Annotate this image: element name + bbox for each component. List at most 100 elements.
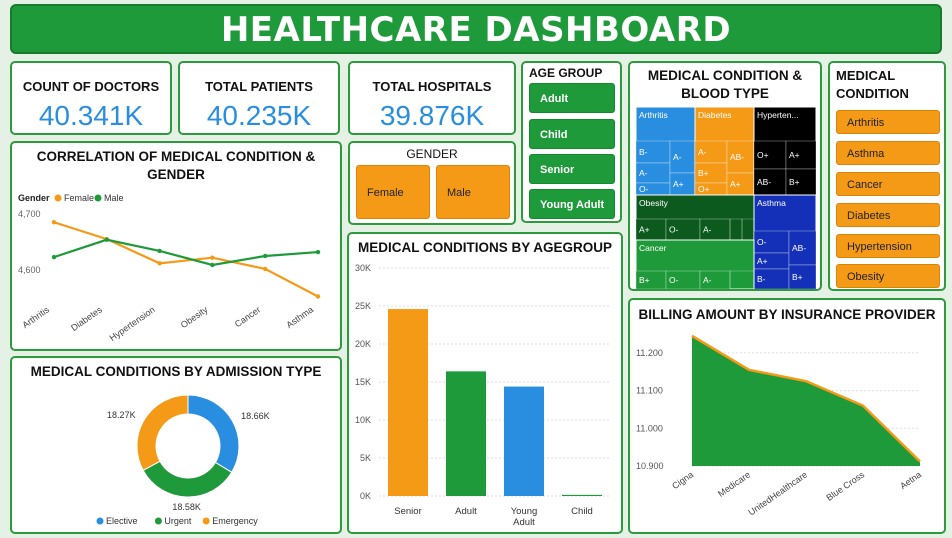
- gender-female[interactable]: Female: [356, 165, 430, 219]
- x-tick-label: Medicare: [716, 469, 752, 498]
- y-tick-label: 25K: [355, 301, 371, 311]
- legend-marker: [54, 194, 62, 202]
- treemap-cell-label: B+: [698, 168, 709, 178]
- treemap-group-label: Asthma: [757, 198, 786, 208]
- treemap-cell-label: B-: [757, 274, 766, 284]
- gender-line-chart: Gender Female Male 4,600 4,700 Arthritis Diabe…: [18, 193, 321, 343]
- treemap-cell: [753, 140, 787, 170]
- kpi-value: 39.876K: [379, 100, 485, 131]
- agegroup-chart-title: MEDICAL CONDITIONS BY AGEGROUP: [357, 240, 613, 255]
- treemap-cell-label: A-: [698, 147, 707, 157]
- data-point: [157, 248, 162, 254]
- x-tick-label: Cigna: [670, 469, 695, 491]
- treemap-cell-label: O-: [757, 237, 767, 247]
- y-tick-label: 11.100: [636, 386, 663, 396]
- legend-marker: [94, 194, 102, 202]
- legend-label: Female: [64, 193, 94, 203]
- x-tick-label: Asthma: [284, 304, 315, 330]
- x-tick-label: Hypertension: [108, 304, 157, 343]
- data-point: [210, 255, 215, 260]
- x-tick-label: Adult: [455, 506, 477, 517]
- x-tick-label: Arthritis: [20, 304, 51, 330]
- kpi-value: 40.341K: [38, 100, 144, 131]
- x-tick-label: Diabetes: [69, 304, 104, 333]
- blood-type-panel: MEDICAL CONDITION & BLOOD TYPE B- A- O- A- A…: [628, 61, 822, 291]
- y-tick-label: 20K: [355, 339, 371, 349]
- treemap-cell: [785, 168, 816, 196]
- blood-type-treemap: B- A- O- A- A+ Arthritis A- B+ O+ AB- A+ Diabetes O+…: [636, 107, 816, 289]
- gender-chart-title: CORRELATION OF MEDICAL CONDITION & GENDE…: [36, 149, 316, 182]
- data-point: [210, 262, 215, 268]
- kpi-label: COUNT OF DOCTORS: [22, 79, 160, 94]
- y-tick-label: 4,600: [18, 265, 41, 275]
- condition-diabetes[interactable]: Diabetes: [836, 203, 940, 227]
- series-line-female: [53, 221, 319, 298]
- billing-chart-title: BILLING AMOUNT BY INSURANCE PROVIDER: [638, 307, 936, 322]
- data-point: [51, 254, 57, 260]
- y-tick-label: 0K: [360, 491, 371, 501]
- kpi-label: TOTAL PATIENTS: [205, 79, 313, 94]
- legend-label: Emergency: [212, 516, 258, 526]
- admission-donut-chart: 18.66K 18.58K 18.27K Elective Urgent Emergenc…: [96, 394, 270, 526]
- billing-area-panel: BILLING AMOUNT BY INSURANCE PROVIDER 10.…: [628, 298, 946, 534]
- treemap-cell: [788, 264, 816, 289]
- treemap-cell: [669, 140, 696, 174]
- condition-arthritis[interactable]: Arthritis: [836, 110, 940, 134]
- age-group-adult[interactable]: Adult: [529, 83, 615, 113]
- medical-condition-slicer: MEDICAL CONDITION Arthritis Asthma Cance…: [828, 61, 946, 291]
- legend-marker: [202, 517, 210, 525]
- x-tick-label: Obesity: [179, 304, 210, 330]
- condition-asthma[interactable]: Asthma: [836, 141, 940, 165]
- medical-condition-slicer-title: MEDICAL CONDITION: [836, 68, 909, 101]
- gender-title: GENDER: [406, 147, 458, 161]
- treemap-cell: [726, 140, 755, 174]
- legend-label: Male: [104, 193, 124, 203]
- y-tick-label: 30K: [355, 263, 371, 273]
- treemap-cell-label: A+: [639, 225, 650, 235]
- x-tick-label: Young: [511, 506, 538, 517]
- kpi-total-hospitals: TOTAL HOSPITALS 39.876K: [348, 61, 516, 135]
- treemap-filler: [741, 218, 755, 241]
- treemap-cell-label: A-: [639, 168, 648, 178]
- data-point: [315, 294, 321, 299]
- y-tick-label: 15K: [355, 377, 371, 387]
- y-tick-label: 5K: [360, 453, 371, 463]
- treemap-cell-label: A+: [730, 179, 741, 189]
- agegroup-bar-panel: MEDICAL CONDITIONS BY AGEGROUP 0K 5K 10K 15…: [347, 232, 623, 534]
- treemap-group-label: Hyperten...: [757, 110, 799, 120]
- legend-label: Elective: [106, 516, 138, 526]
- bar-young-adult: [504, 386, 544, 496]
- condition-obesity[interactable]: Obesity: [836, 264, 940, 288]
- treemap-cell: [788, 230, 816, 266]
- treemap-cell-label: A+: [757, 256, 768, 266]
- x-tick-label: Senior: [394, 506, 421, 517]
- condition-hypertension[interactable]: Hypertension: [836, 234, 940, 258]
- y-tick-label: 10.900: [636, 461, 664, 471]
- data-point: [315, 249, 321, 255]
- treemap-cell-label: O+: [757, 150, 769, 160]
- treemap-cell-label: A-: [673, 152, 682, 162]
- treemap-cell-label: AB-: [792, 243, 806, 253]
- condition-cancer[interactable]: Cancer: [836, 172, 940, 196]
- dashboard-title-bar: HEALTHCARE DASHBOARD: [10, 4, 942, 54]
- blood-type-chart-title: MEDICAL CONDITION & BLOOD TYPE: [647, 68, 803, 101]
- donut-data-label: 18.27K: [107, 410, 136, 420]
- treemap-cell: [699, 270, 731, 289]
- data-point: [263, 266, 268, 272]
- treemap-cell-label: B-: [639, 147, 648, 157]
- gender-slicer: GENDER Female Male: [348, 141, 516, 225]
- treemap-cell-label: A+: [789, 150, 800, 160]
- legend-title: Gender: [18, 193, 50, 203]
- series-line-male: [53, 238, 319, 267]
- legend-label: Urgent: [164, 516, 192, 526]
- x-tick-label: Cancer: [233, 304, 263, 329]
- gender-male[interactable]: Male: [436, 165, 510, 219]
- treemap-cell-label: AB-: [757, 177, 771, 187]
- age-group-senior[interactable]: Senior: [529, 154, 615, 184]
- age-group-young-adult[interactable]: Young Adult: [529, 189, 615, 219]
- age-group-child[interactable]: Child: [529, 119, 615, 149]
- y-tick-label: 11.000: [636, 423, 663, 433]
- age-group-title: AGE GROUP: [529, 66, 603, 80]
- donut-slice-emergency: [136, 394, 189, 472]
